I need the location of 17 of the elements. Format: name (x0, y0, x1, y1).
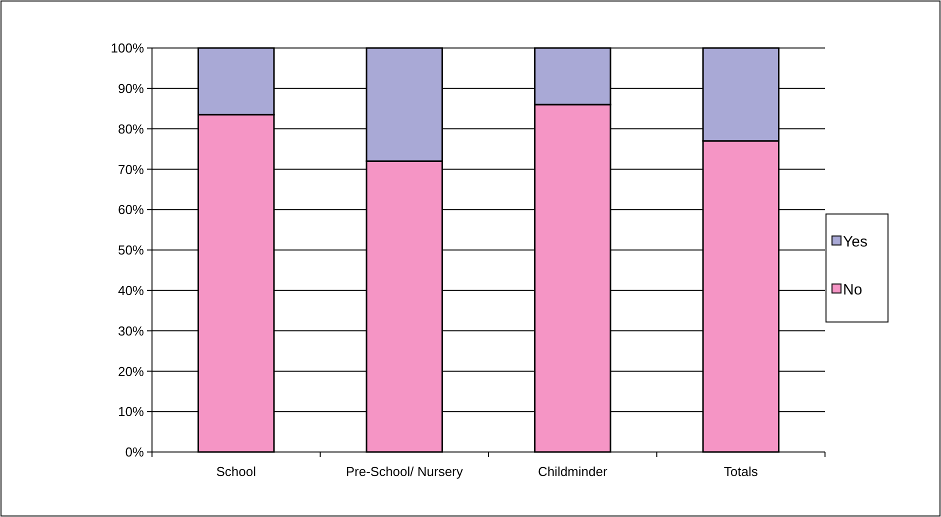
x-tick-label: School (216, 464, 256, 479)
y-tick-label: 30% (118, 323, 144, 338)
y-tick-label: 20% (118, 364, 144, 379)
legend-label: Yes (843, 233, 868, 250)
legend-label: No (843, 281, 862, 298)
y-tick-label: 10% (118, 404, 144, 420)
y-tick-label: 90% (118, 80, 144, 96)
y-tick-label: 0% (125, 444, 144, 460)
y-tick-label: 40% (118, 282, 144, 298)
x-tick-label: Totals (724, 464, 758, 479)
y-tick-label: 70% (118, 162, 144, 177)
x-tick-label: Childminder (538, 464, 608, 479)
y-tick-label: 50% (118, 242, 144, 258)
y-tick-label: 60% (118, 202, 144, 218)
x-tick-label: Pre-School/ Nursery (346, 464, 464, 479)
y-tick-label: 100% (110, 40, 144, 56)
y-tick-label: 80% (118, 121, 144, 136)
